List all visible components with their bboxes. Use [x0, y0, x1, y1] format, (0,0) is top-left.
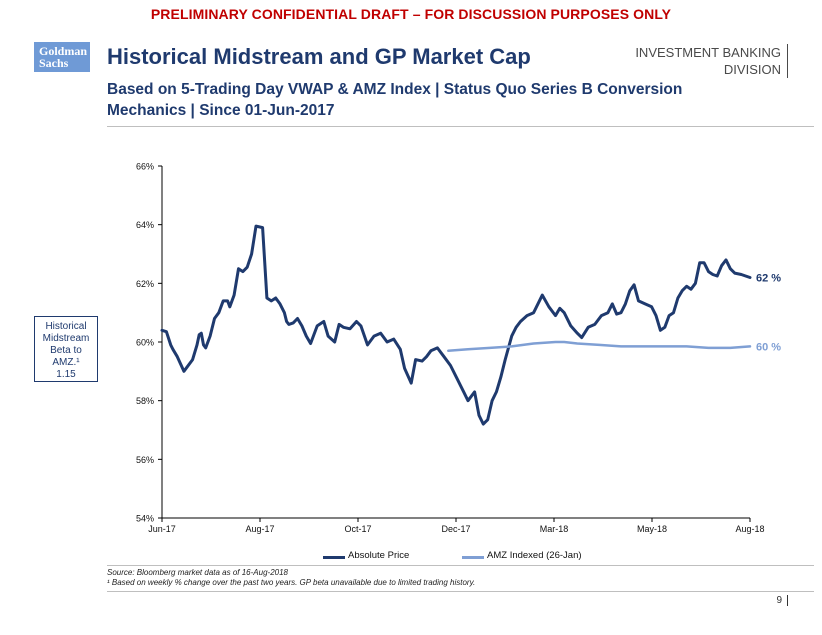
footer-divider-bottom	[107, 591, 814, 592]
legend-swatch-amz-indexed	[462, 556, 484, 559]
legend-swatch-absolute-price	[323, 556, 345, 559]
y-tick-label: 66%	[136, 162, 154, 172]
y-tick-label: 58%	[136, 396, 154, 406]
header-divider	[107, 126, 814, 127]
series-line-amz-indexed	[447, 340, 752, 353]
source-line1: Source: Bloomberg market data as of 16-A…	[107, 568, 288, 577]
y-tick-label: 60%	[136, 338, 154, 348]
logo-line1: Goldman	[39, 44, 88, 58]
source-note: Source: Bloomberg market data as of 16-A…	[107, 568, 475, 588]
division-line1: INVESTMENT BANKING	[635, 45, 781, 60]
y-tick-label: 64%	[136, 220, 154, 230]
series-end-label: 62 %	[756, 272, 781, 284]
division-label: INVESTMENT BANKING DIVISION	[635, 44, 788, 78]
x-tick-label: Dec-17	[441, 524, 470, 534]
confidential-banner: PRELIMINARY CONFIDENTIAL DRAFT – FOR DIS…	[150, 6, 672, 22]
x-tick-label: Mar-18	[540, 524, 569, 534]
x-tick-label: Oct-17	[344, 524, 371, 534]
x-tick-label: May-18	[637, 524, 667, 534]
page-number: 9	[776, 595, 788, 606]
logo-line2: Sachs	[39, 56, 69, 70]
beta-box-line2: Midstream	[42, 333, 90, 344]
footnote-line: ¹ Based on weekly % change over the past…	[107, 578, 476, 587]
beta-box: Historical Midstream Beta to AMZ.¹ 1.15	[34, 316, 98, 382]
beta-box-line3: Beta to	[50, 345, 82, 356]
footer-divider-top	[107, 565, 814, 566]
y-tick-label: 56%	[136, 455, 154, 465]
beta-box-line5: 1.15	[56, 369, 76, 380]
y-tick-label: 54%	[136, 514, 154, 524]
beta-box-line1: Historical	[45, 321, 87, 332]
goldman-sachs-logo: Goldman Sachs	[34, 42, 90, 72]
x-tick-label: Aug-18	[735, 524, 764, 534]
page-title: Historical Midstream and GP Market Cap	[107, 44, 531, 69]
series-line-absolute-price	[160, 224, 752, 426]
legend-label-amz-indexed: AMZ Indexed (26-Jan)	[487, 550, 582, 561]
page-subtitle: Based on 5-Trading Day VWAP & AMZ Index …	[107, 81, 683, 119]
y-tick-label: 62%	[136, 279, 154, 289]
legend-label-absolute-price: Absolute Price	[348, 550, 410, 561]
division-line2: DIVISION	[723, 62, 781, 77]
x-tick-label: Jun-17	[148, 524, 176, 534]
x-tick-label: Aug-17	[245, 524, 274, 534]
series-end-label: 60 %	[756, 341, 781, 353]
beta-box-line4: AMZ.¹	[52, 357, 80, 368]
